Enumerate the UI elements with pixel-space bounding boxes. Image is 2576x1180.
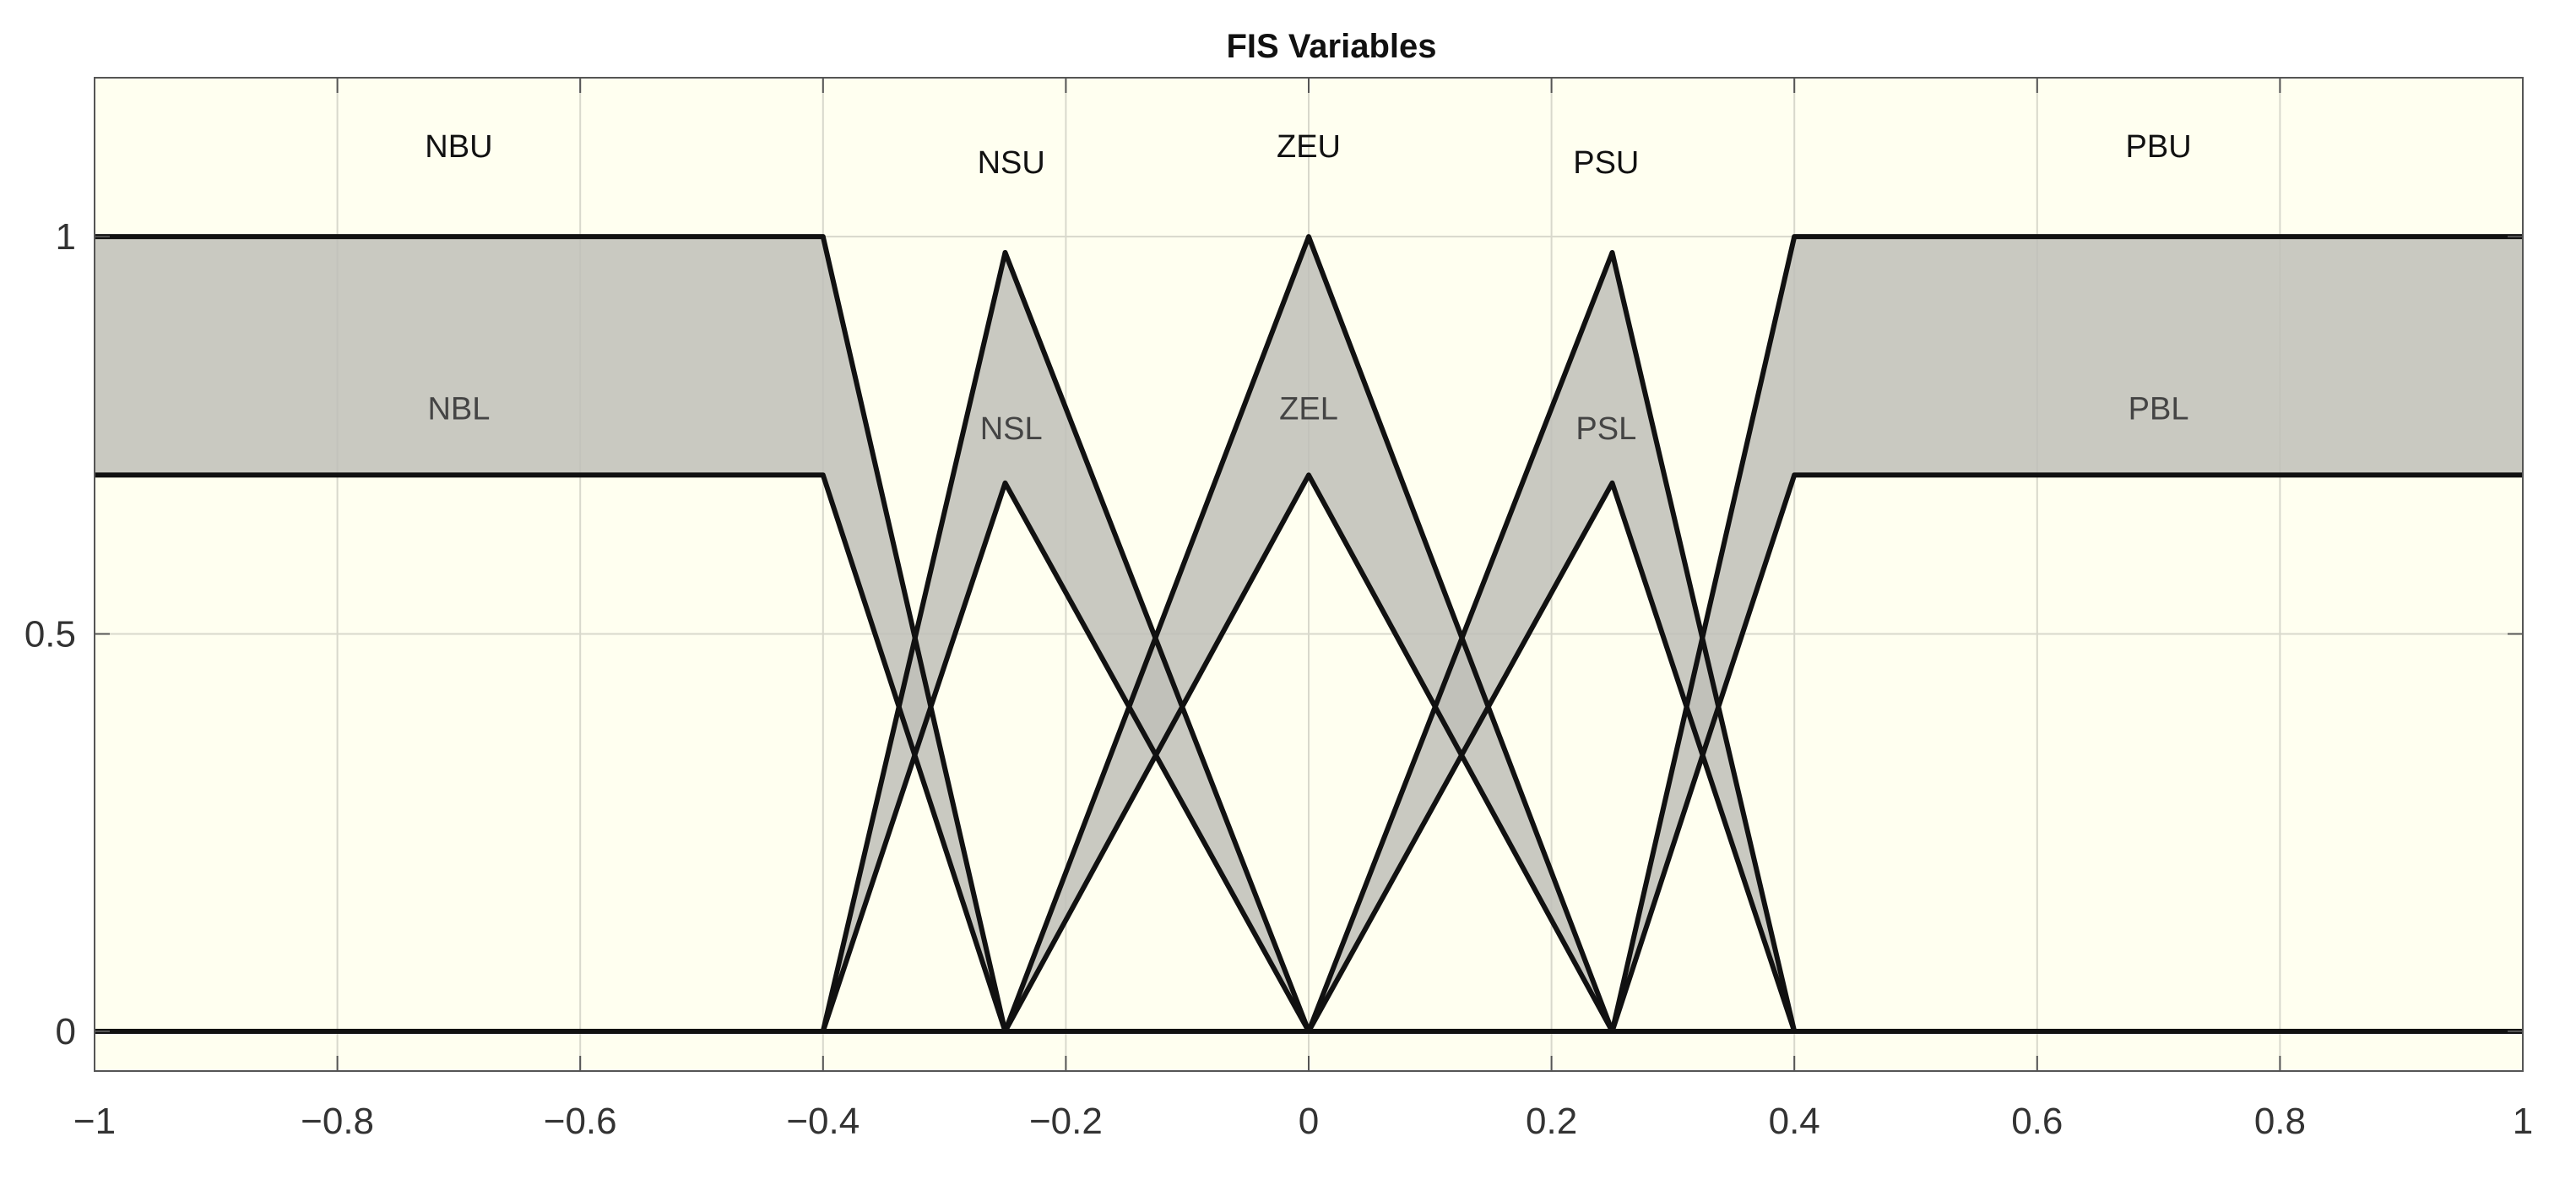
x-tick-label-3: −0.4 bbox=[786, 1101, 860, 1142]
x-tick-label-1: −0.8 bbox=[301, 1101, 374, 1142]
curve-psl bbox=[1306, 480, 1798, 1033]
curve-zeu bbox=[1002, 234, 1615, 1033]
mf-labels: NBU NBL NSU NSL ZEU ZEL PSU PSL PBU PBL bbox=[425, 129, 2191, 447]
x-tick-label-9: 0.8 bbox=[2254, 1101, 2306, 1142]
x-tick-label-2: −0.6 bbox=[544, 1101, 617, 1142]
curve-nbu bbox=[95, 234, 1008, 1032]
chart-title: FIS Variables bbox=[1226, 28, 1436, 65]
label-psl: PSL bbox=[1575, 411, 1636, 447]
y-tick-label-0: 0 bbox=[56, 1011, 76, 1052]
curve-pbl bbox=[1609, 472, 2523, 1032]
label-pbl: PBL bbox=[2129, 392, 2189, 427]
x-tick-label-0: −1 bbox=[73, 1101, 116, 1142]
x-tick-label-5: 0 bbox=[1299, 1101, 1319, 1142]
x-tick-label-8: 0.6 bbox=[2011, 1101, 2063, 1142]
y-tick-label-2: 1 bbox=[56, 216, 76, 258]
band-zeu bbox=[1005, 237, 1613, 1031]
curve-psu bbox=[1306, 249, 1798, 1033]
x-tick-label-10: 1 bbox=[2513, 1101, 2533, 1142]
curve-pbu bbox=[1609, 234, 2523, 1032]
curve-nsl bbox=[820, 480, 1311, 1033]
membership-curves bbox=[95, 234, 2523, 1034]
label-pbu: PBU bbox=[2126, 129, 2192, 165]
label-nsl: NSL bbox=[980, 411, 1043, 447]
axis-ticks: −1 −0.8 −0.6 −0.4 −0.2 0 0.2 0.4 0.6 0.8 1 0 0.5 1 bbox=[24, 78, 2533, 1142]
curve-zel bbox=[1002, 472, 1615, 1033]
band-nsu bbox=[822, 252, 1309, 1031]
band-nbu bbox=[95, 237, 1006, 1031]
membership-bands bbox=[95, 237, 2523, 1031]
label-zeu: ZEU bbox=[1277, 129, 1341, 165]
x-tick-label-6: 0.2 bbox=[1526, 1101, 1577, 1142]
y-tick-label-1: 0.5 bbox=[24, 614, 76, 655]
label-nbu: NBU bbox=[425, 129, 492, 165]
curve-nbl bbox=[95, 472, 1008, 1032]
label-zel: ZEL bbox=[1279, 392, 1338, 427]
label-nsu: NSU bbox=[978, 145, 1045, 181]
curve-nsu bbox=[820, 249, 1311, 1033]
x-tick-label-7: 0.4 bbox=[1769, 1101, 1820, 1142]
label-nbl: NBL bbox=[427, 392, 490, 427]
label-psu: PSU bbox=[1573, 145, 1639, 181]
band-psu bbox=[1309, 252, 1795, 1031]
x-tick-label-4: −0.2 bbox=[1029, 1101, 1103, 1142]
band-pbu bbox=[1612, 237, 2523, 1031]
